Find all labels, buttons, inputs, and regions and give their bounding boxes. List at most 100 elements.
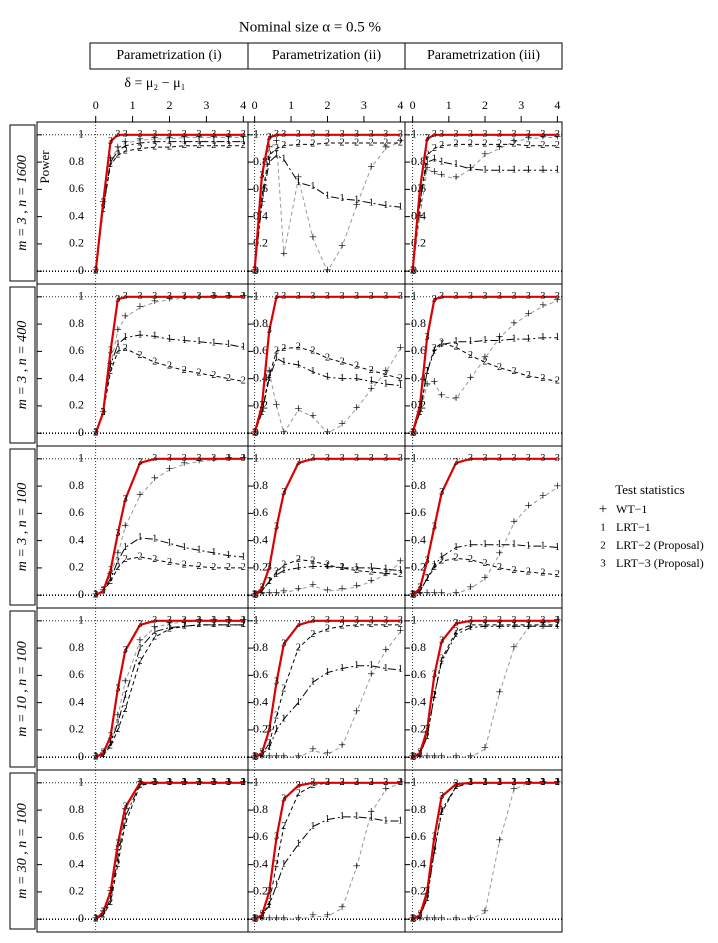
x-tick-label: 3 (361, 98, 367, 112)
point-symbol: + (280, 425, 288, 440)
point-symbol: + (496, 141, 504, 156)
series-line (411, 133, 558, 272)
point-symbol: 2 (540, 619, 545, 630)
point-symbol: + (423, 378, 431, 393)
point-symbol: 3 (425, 332, 430, 343)
point-symbol: 1 (108, 573, 113, 584)
point-symbol: + (273, 586, 281, 601)
point-symbol: 3 (108, 346, 113, 357)
y-tick-label: 1 (411, 775, 417, 789)
row-label: m = 3 , n = 100 (15, 483, 30, 572)
point-symbol: + (553, 480, 561, 495)
point-symbol: + (510, 640, 518, 655)
series-line (412, 337, 558, 434)
point-symbol: 2 (325, 623, 330, 634)
point-symbol: 3 (296, 619, 301, 630)
point-symbol: 1 (167, 622, 172, 633)
point-symbol: + (467, 581, 475, 596)
point-symbol: + (309, 743, 317, 758)
point-symbol: 3 (197, 615, 202, 626)
y-tick-label: 0.2 (69, 722, 84, 736)
legend-label: WT−1 (616, 502, 647, 516)
series-line (254, 566, 401, 596)
point-symbol: 2 (483, 139, 488, 150)
point-symbol: + (467, 749, 475, 764)
point-symbol: 2 (454, 553, 459, 564)
point-symbol: 3 (259, 747, 264, 758)
point-symbol: 1 (383, 663, 388, 674)
point-symbol: 1 (296, 838, 301, 849)
point-symbol: 3 (123, 129, 128, 140)
point-symbol: 1 (432, 690, 437, 701)
point-symbol: 3 (410, 265, 415, 276)
point-symbol: + (382, 643, 390, 658)
row-label: m = 3 , n = 400 (15, 321, 30, 410)
y-tick-label: 0.4 (69, 694, 84, 708)
series-line (254, 348, 401, 435)
point-symbol: 3 (226, 129, 231, 140)
point-symbol: 2 (274, 859, 279, 870)
series-line (254, 619, 401, 759)
point-symbol: 2 (108, 366, 113, 377)
point-symbol: 2 (226, 619, 231, 630)
point-symbol: 1 (296, 177, 301, 188)
point-symbol: 3 (383, 291, 388, 302)
point-symbol: + (353, 401, 361, 416)
point-symbol: + (114, 141, 122, 156)
y-tick-label: 0.4 (411, 532, 426, 546)
point-symbol: 2 (497, 619, 502, 630)
y-tick-label: 0 (78, 425, 84, 439)
point-symbol: 1 (454, 159, 459, 170)
point-symbol: 2 (340, 137, 345, 148)
point-symbol: 1 (369, 376, 374, 387)
point-symbol: 2 (540, 568, 545, 579)
point-symbol: 3 (432, 294, 437, 305)
point-symbol: 2 (101, 909, 106, 920)
point-symbol: + (294, 402, 302, 417)
point-symbol: + (496, 685, 504, 700)
point-symbol: 2 (555, 140, 560, 151)
point-symbol: + (438, 749, 446, 764)
point-symbol: 3 (340, 291, 345, 302)
point-symbol: 3 (398, 129, 403, 140)
series-line (95, 457, 244, 597)
y-tick-label: 0.6 (411, 829, 426, 843)
point-symbol: 1 (197, 336, 202, 347)
point-symbol: 2 (540, 373, 545, 384)
point-symbol: + (430, 375, 438, 390)
y-tick-label: 0.2 (253, 560, 268, 574)
point-symbol: 2 (439, 140, 444, 151)
point-symbol: 2 (123, 704, 128, 715)
point-symbol: 3 (398, 777, 403, 788)
point-symbol: 1 (425, 731, 430, 742)
point-symbol: 1 (281, 154, 286, 165)
point-symbol: 1 (398, 380, 403, 391)
point-symbol: 2 (369, 137, 374, 148)
point-symbol: 1 (115, 852, 120, 863)
point-symbol: 1 (325, 190, 330, 201)
point-symbol: 2 (383, 137, 388, 148)
point-symbol: 2 (398, 137, 403, 148)
point-symbol: 1 (137, 137, 142, 148)
point-symbol: 2 (296, 342, 301, 353)
point-symbol: 2 (454, 626, 459, 637)
point-symbol: 3 (310, 129, 315, 140)
point-symbol: 2 (497, 562, 502, 573)
series-line (95, 537, 244, 596)
y-tick-label: 0.8 (253, 640, 268, 654)
point-symbol: 2 (417, 197, 422, 208)
point-symbol: + (258, 586, 266, 601)
point-symbol: 1 (274, 352, 279, 363)
point-symbol: + (166, 462, 174, 477)
point-symbol: 2 (267, 150, 272, 161)
point-symbol: + (396, 555, 404, 570)
point-symbol: 2 (211, 370, 216, 381)
point-symbol: 1 (432, 559, 437, 570)
series-line (95, 624, 244, 758)
point-symbol: 1 (483, 165, 488, 176)
